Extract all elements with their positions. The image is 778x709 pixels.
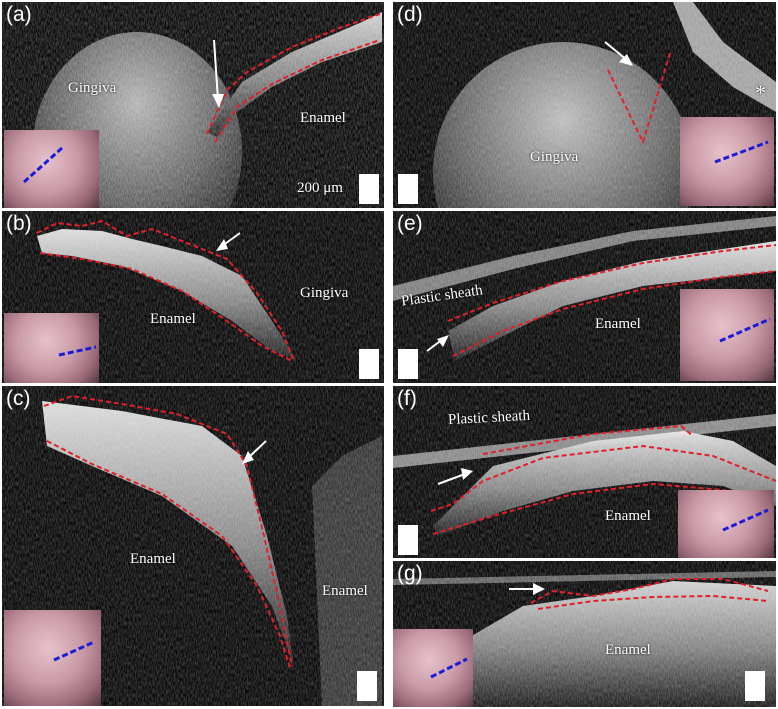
gingiva-label: Gingiva: [68, 80, 117, 96]
scale-bar: [745, 671, 765, 701]
panel-g-label: (g): [397, 562, 423, 585]
enamel-label: Enamel: [605, 508, 651, 524]
endoscope-inset: [680, 117, 774, 206]
scale-bar: [398, 525, 418, 555]
enamel-label: Enamel: [300, 110, 346, 126]
scale-bar: [398, 174, 418, 204]
panel-a-label: (a): [6, 3, 32, 26]
panel-b: (b) Enamel Gingiva: [2, 211, 384, 383]
asterisk-marker: *: [755, 80, 766, 105]
endoscope-inset: [393, 629, 473, 707]
endoscope-inset: [4, 610, 101, 706]
panel-c: (c) Enamel Enamel: [2, 386, 384, 706]
enamel-label: Enamel: [595, 316, 641, 332]
enamel-label-right: Enamel: [322, 583, 368, 599]
panel-g: (g) Enamel: [393, 561, 776, 707]
scale-bar: [398, 349, 418, 379]
gingiva-label: Gingiva: [300, 285, 349, 301]
panel-e: (e) Plastic sheath Enamel: [393, 211, 776, 383]
endoscope-inset: [680, 289, 774, 381]
scale-bar: [357, 671, 377, 701]
endoscope-inset: [678, 490, 774, 558]
endoscope-inset: [4, 130, 99, 208]
scale-bar-label: 200 μm: [297, 180, 343, 196]
gingiva-label: Gingiva: [530, 149, 579, 165]
panel-d-label: (d): [397, 3, 423, 26]
panel-c-oct-image: [2, 386, 384, 706]
panel-f: (f) Plastic sheath Enamel: [393, 386, 776, 558]
scale-bar: [359, 349, 379, 379]
enamel-label: Enamel: [130, 551, 176, 567]
endoscope-inset: [4, 313, 99, 383]
scale-bar: [359, 174, 379, 204]
panel-f-label: (f): [397, 387, 417, 410]
panel-d-oct-image: [393, 2, 776, 208]
panel-a: (a) Gingiva Enamel 200 μm: [2, 2, 384, 208]
panel-c-label: (c): [6, 387, 31, 410]
panel-b-label: (b): [6, 212, 32, 235]
panel-e-label: (e): [397, 212, 423, 235]
enamel-label: Enamel: [605, 642, 651, 658]
enamel-label: Enamel: [150, 311, 196, 327]
panel-d: (d) Gingiva *: [393, 2, 776, 208]
